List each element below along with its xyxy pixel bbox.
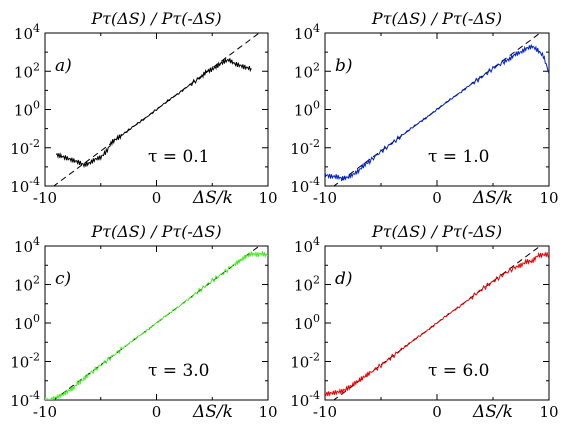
y-tick-label: 102: [14, 60, 40, 81]
y-tick-label: 102: [294, 274, 320, 295]
data-series-line: [325, 251, 549, 397]
panel-label: b): [335, 56, 353, 76]
y-tick-label: 10-2: [10, 137, 40, 158]
y-tick-label: 10-4: [290, 175, 320, 196]
x-tick-label: 10: [258, 403, 277, 421]
x-tick-label: -10: [313, 403, 337, 421]
panel-label: d): [335, 269, 353, 289]
y-tick-label: 100: [14, 99, 40, 120]
data-series-line: [325, 44, 549, 182]
x-tick-label: 0: [432, 189, 442, 207]
y-tick-label: 10-2: [290, 137, 320, 158]
tau-label: τ = 0.1: [148, 147, 210, 167]
y-tick-label: 10-4: [10, 389, 40, 410]
x-tick-label: -10: [313, 189, 337, 207]
y-tick-label: 104: [294, 235, 320, 256]
y-tick-label: 10-2: [10, 351, 40, 372]
y-tick-label: 104: [294, 22, 320, 43]
x-axis-label: ΔS/k: [472, 402, 513, 422]
tau-label: τ = 3.0: [148, 361, 210, 381]
y-tick-label: 100: [294, 312, 320, 333]
reference-line: [52, 33, 261, 186]
y-tick-label: 100: [14, 312, 40, 333]
x-tick-label: -10: [33, 189, 57, 207]
x-tick-label: 0: [152, 189, 162, 207]
y-tick-label: 10-2: [290, 351, 320, 372]
x-axis-label: ΔS/k: [192, 188, 233, 208]
x-tick-label: 10: [539, 403, 558, 421]
x-tick-label: -10: [33, 403, 57, 421]
y-tick-label: 102: [14, 274, 40, 295]
panel-title: Pτ(ΔS) / Pτ(-ΔS): [90, 222, 221, 241]
panel-title: Pτ(ΔS) / Pτ(-ΔS): [371, 9, 502, 28]
panel-label: a): [55, 56, 72, 76]
panel-label: c): [55, 269, 71, 289]
data-series-line: [55, 57, 252, 169]
tau-label: τ = 6.0: [428, 361, 490, 381]
x-axis-label: ΔS/k: [192, 402, 233, 422]
panel-title: Pτ(ΔS) / Pτ(-ΔS): [90, 9, 221, 28]
x-tick-label: 0: [432, 403, 442, 421]
panel-3: 10-4 10-2 100 102 104 -10 0 10 Pτ(ΔS) / Pτ(-ΔS) c…: [10, 222, 277, 422]
y-tick-label: 104: [14, 22, 40, 43]
y-tick-label: 102: [294, 60, 320, 81]
panel-4: 10-4 10-2 100 102 104 -10 0 10 Pτ(ΔS) / Pτ(-ΔS) d…: [290, 222, 558, 422]
x-tick-label: 10: [258, 189, 277, 207]
y-tick-label: 10-4: [290, 389, 320, 410]
panel-1: 10-4 10-2 100 102 104 -10 0 10 Pτ(ΔS) / Pτ(-ΔS) a…: [10, 9, 277, 208]
panel-title: Pτ(ΔS) / Pτ(-ΔS): [371, 222, 502, 241]
reference-line: [52, 246, 261, 400]
reference-line: [332, 246, 542, 400]
tau-label: τ = 1.0: [428, 147, 490, 167]
x-tick-label: 10: [539, 189, 558, 207]
y-tick-label: 104: [14, 235, 40, 256]
panel-2: 10-4 10-2 100 102 104 -10 0 10 Pτ(ΔS) / Pτ(-ΔS) b…: [290, 9, 558, 208]
y-tick-label: 100: [294, 99, 320, 120]
data-series-line: [45, 249, 268, 400]
y-tick-label: 10-4: [10, 175, 40, 196]
x-axis-label: ΔS/k: [472, 188, 513, 208]
x-tick-label: 0: [152, 403, 162, 421]
